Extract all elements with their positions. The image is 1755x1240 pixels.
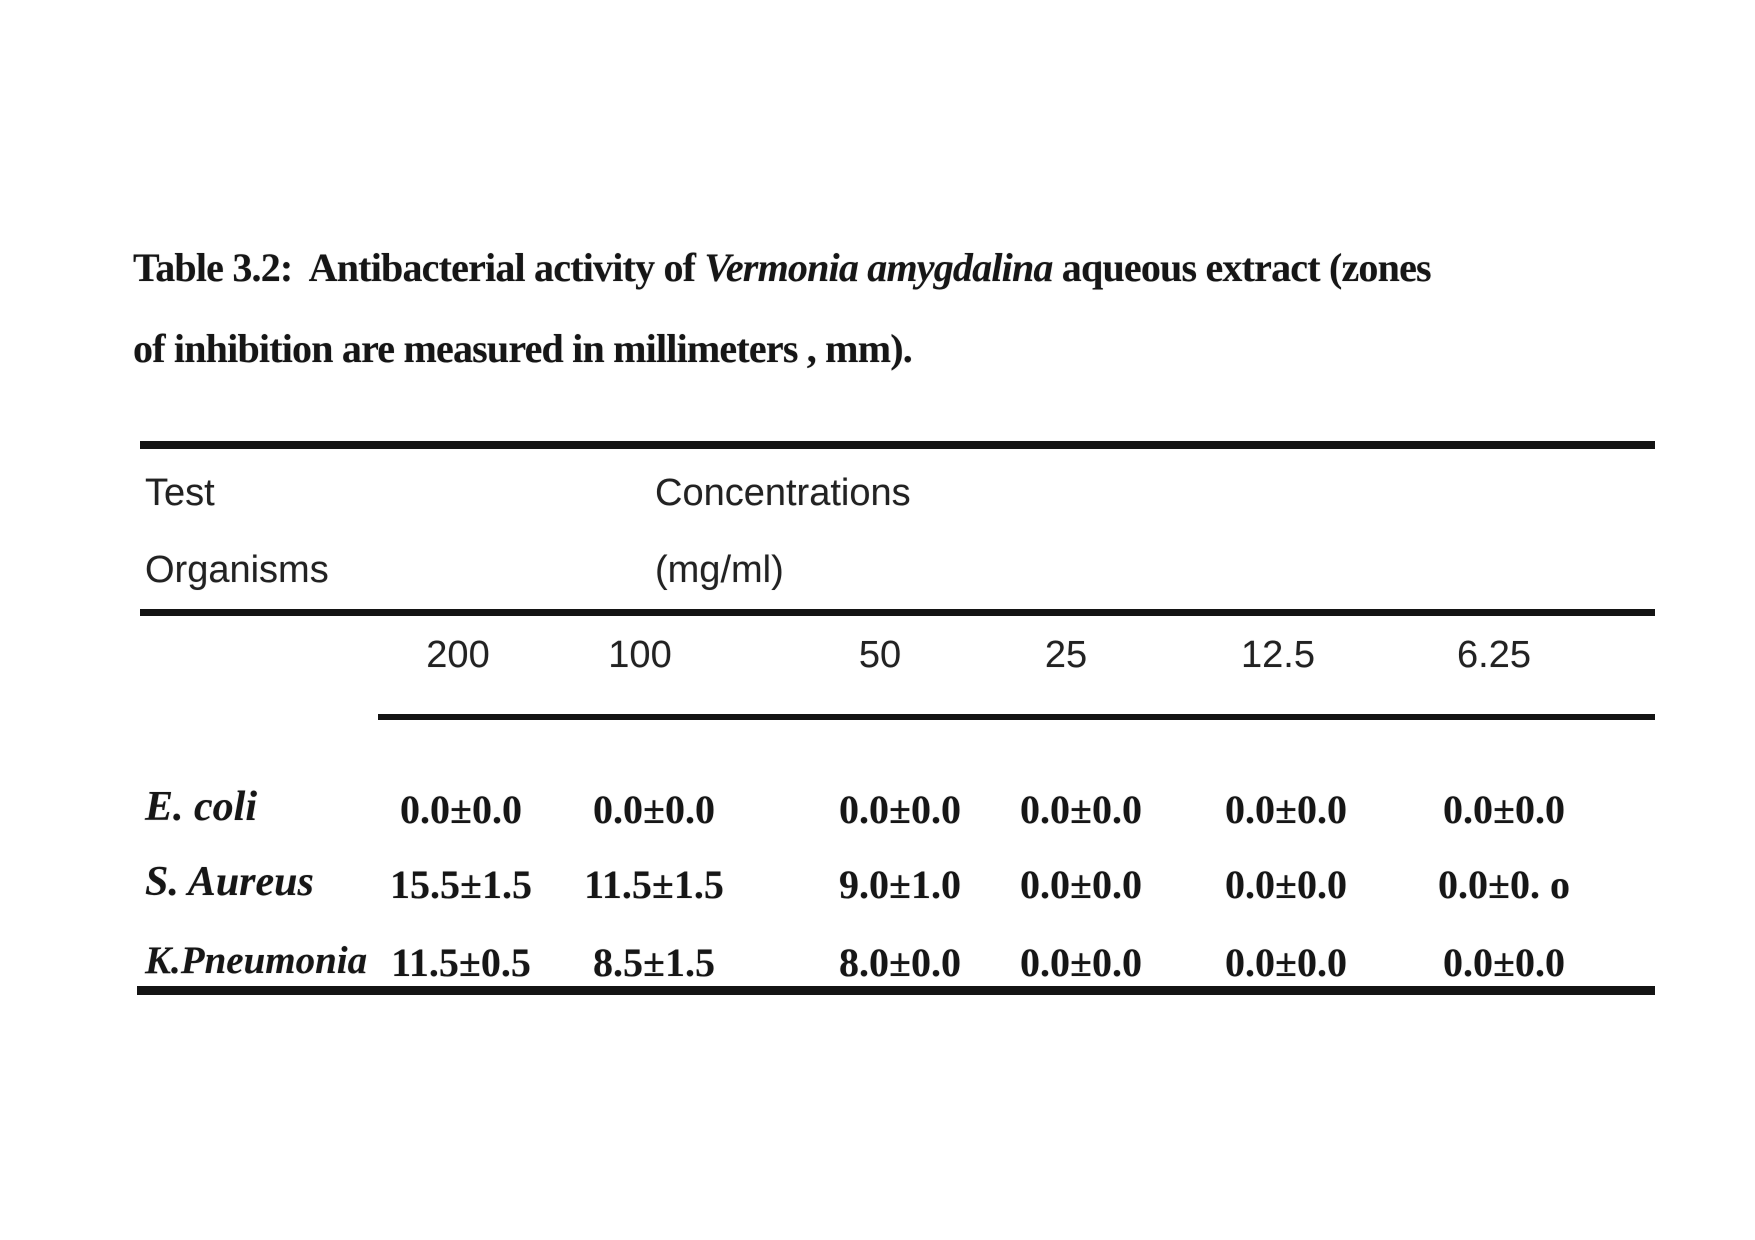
caption-species-name: Vermonia amygdalina <box>704 245 1053 290</box>
concentration-value: 50 <box>858 634 902 676</box>
cell-value: 9.0±1.0 <box>839 862 961 907</box>
table-top-rule <box>140 441 1655 449</box>
caption-prefix: Table 3.2: Antibacterial activity of <box>133 245 705 290</box>
table-bottom-rule <box>137 986 1655 995</box>
cell-value: 11.5±0.5 <box>391 940 531 985</box>
cell-value: 11.5±1.5 <box>584 862 724 907</box>
cell-value: 0.0±0.0 <box>1443 787 1565 832</box>
cell-value: 8.5±1.5 <box>593 940 715 985</box>
caption-line-1: Table 3.2: Antibacterial activity of Ver… <box>133 244 1432 291</box>
header-test-label: Test <box>145 472 215 514</box>
table-row: E. coli 0.0±0.0 0.0±0.0 0.0±0.0 0.0±0.0 … <box>0 783 1755 839</box>
header-units-label: (mg/ml) <box>655 549 784 591</box>
organism-name: E. coli <box>145 784 257 830</box>
concentration-value: 25 <box>1044 634 1088 676</box>
cell-value: 0.0±0.0 <box>839 787 961 832</box>
caption-line-2: of inhibition are measured in millimeter… <box>133 326 913 371</box>
table-row: K.Pneumonia 11.5±0.5 8.5±1.5 8.0±0.0 0.0… <box>0 936 1755 992</box>
header-concentrations-label: Concentrations <box>655 472 911 514</box>
header-organisms-label: Organisms <box>145 549 329 591</box>
cell-value: 0.0±0.0 <box>1443 940 1565 985</box>
cell-value: 0.0±0.0 <box>1020 862 1142 907</box>
table-header-rule <box>140 609 1655 616</box>
concentration-value: 200 <box>426 634 490 676</box>
cell-value: 0.0±0.0 <box>1020 787 1142 832</box>
cell-value: 15.5±1.5 <box>390 862 532 907</box>
cell-value: 0.0±0.0 <box>1225 787 1347 832</box>
cell-value: 0.0±0. o <box>1438 862 1570 907</box>
concentration-value: 100 <box>608 634 672 676</box>
table-row: S. Aureus 15.5±1.5 11.5±1.5 9.0±1.0 0.0±… <box>0 858 1755 914</box>
concentration-underline-rule <box>378 714 1655 720</box>
caption-suffix: aqueous extract (zones <box>1052 245 1432 290</box>
concentration-value: 6.25 <box>1457 634 1531 676</box>
cell-value: 0.0±0.0 <box>1020 940 1142 985</box>
cell-value: 0.0±0.0 <box>1225 862 1347 907</box>
table-caption: Table 3.2: Antibacterial activity of Ver… <box>133 244 1432 372</box>
cell-value: 0.0±0.0 <box>1225 940 1347 985</box>
concentration-header-row: 200 100 50 25 12.5 6.25 <box>0 634 1755 684</box>
organism-name: S. Aureus <box>145 859 314 905</box>
concentration-value: 12.5 <box>1241 634 1315 676</box>
cell-value: 0.0±0.0 <box>400 787 522 832</box>
organism-name: K.Pneumonia <box>145 939 368 982</box>
cell-value: 0.0±0.0 <box>593 787 715 832</box>
cell-value: 8.0±0.0 <box>839 940 961 985</box>
